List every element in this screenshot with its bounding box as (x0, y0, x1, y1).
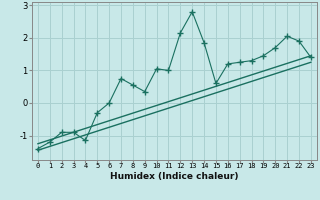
X-axis label: Humidex (Indice chaleur): Humidex (Indice chaleur) (110, 172, 239, 181)
